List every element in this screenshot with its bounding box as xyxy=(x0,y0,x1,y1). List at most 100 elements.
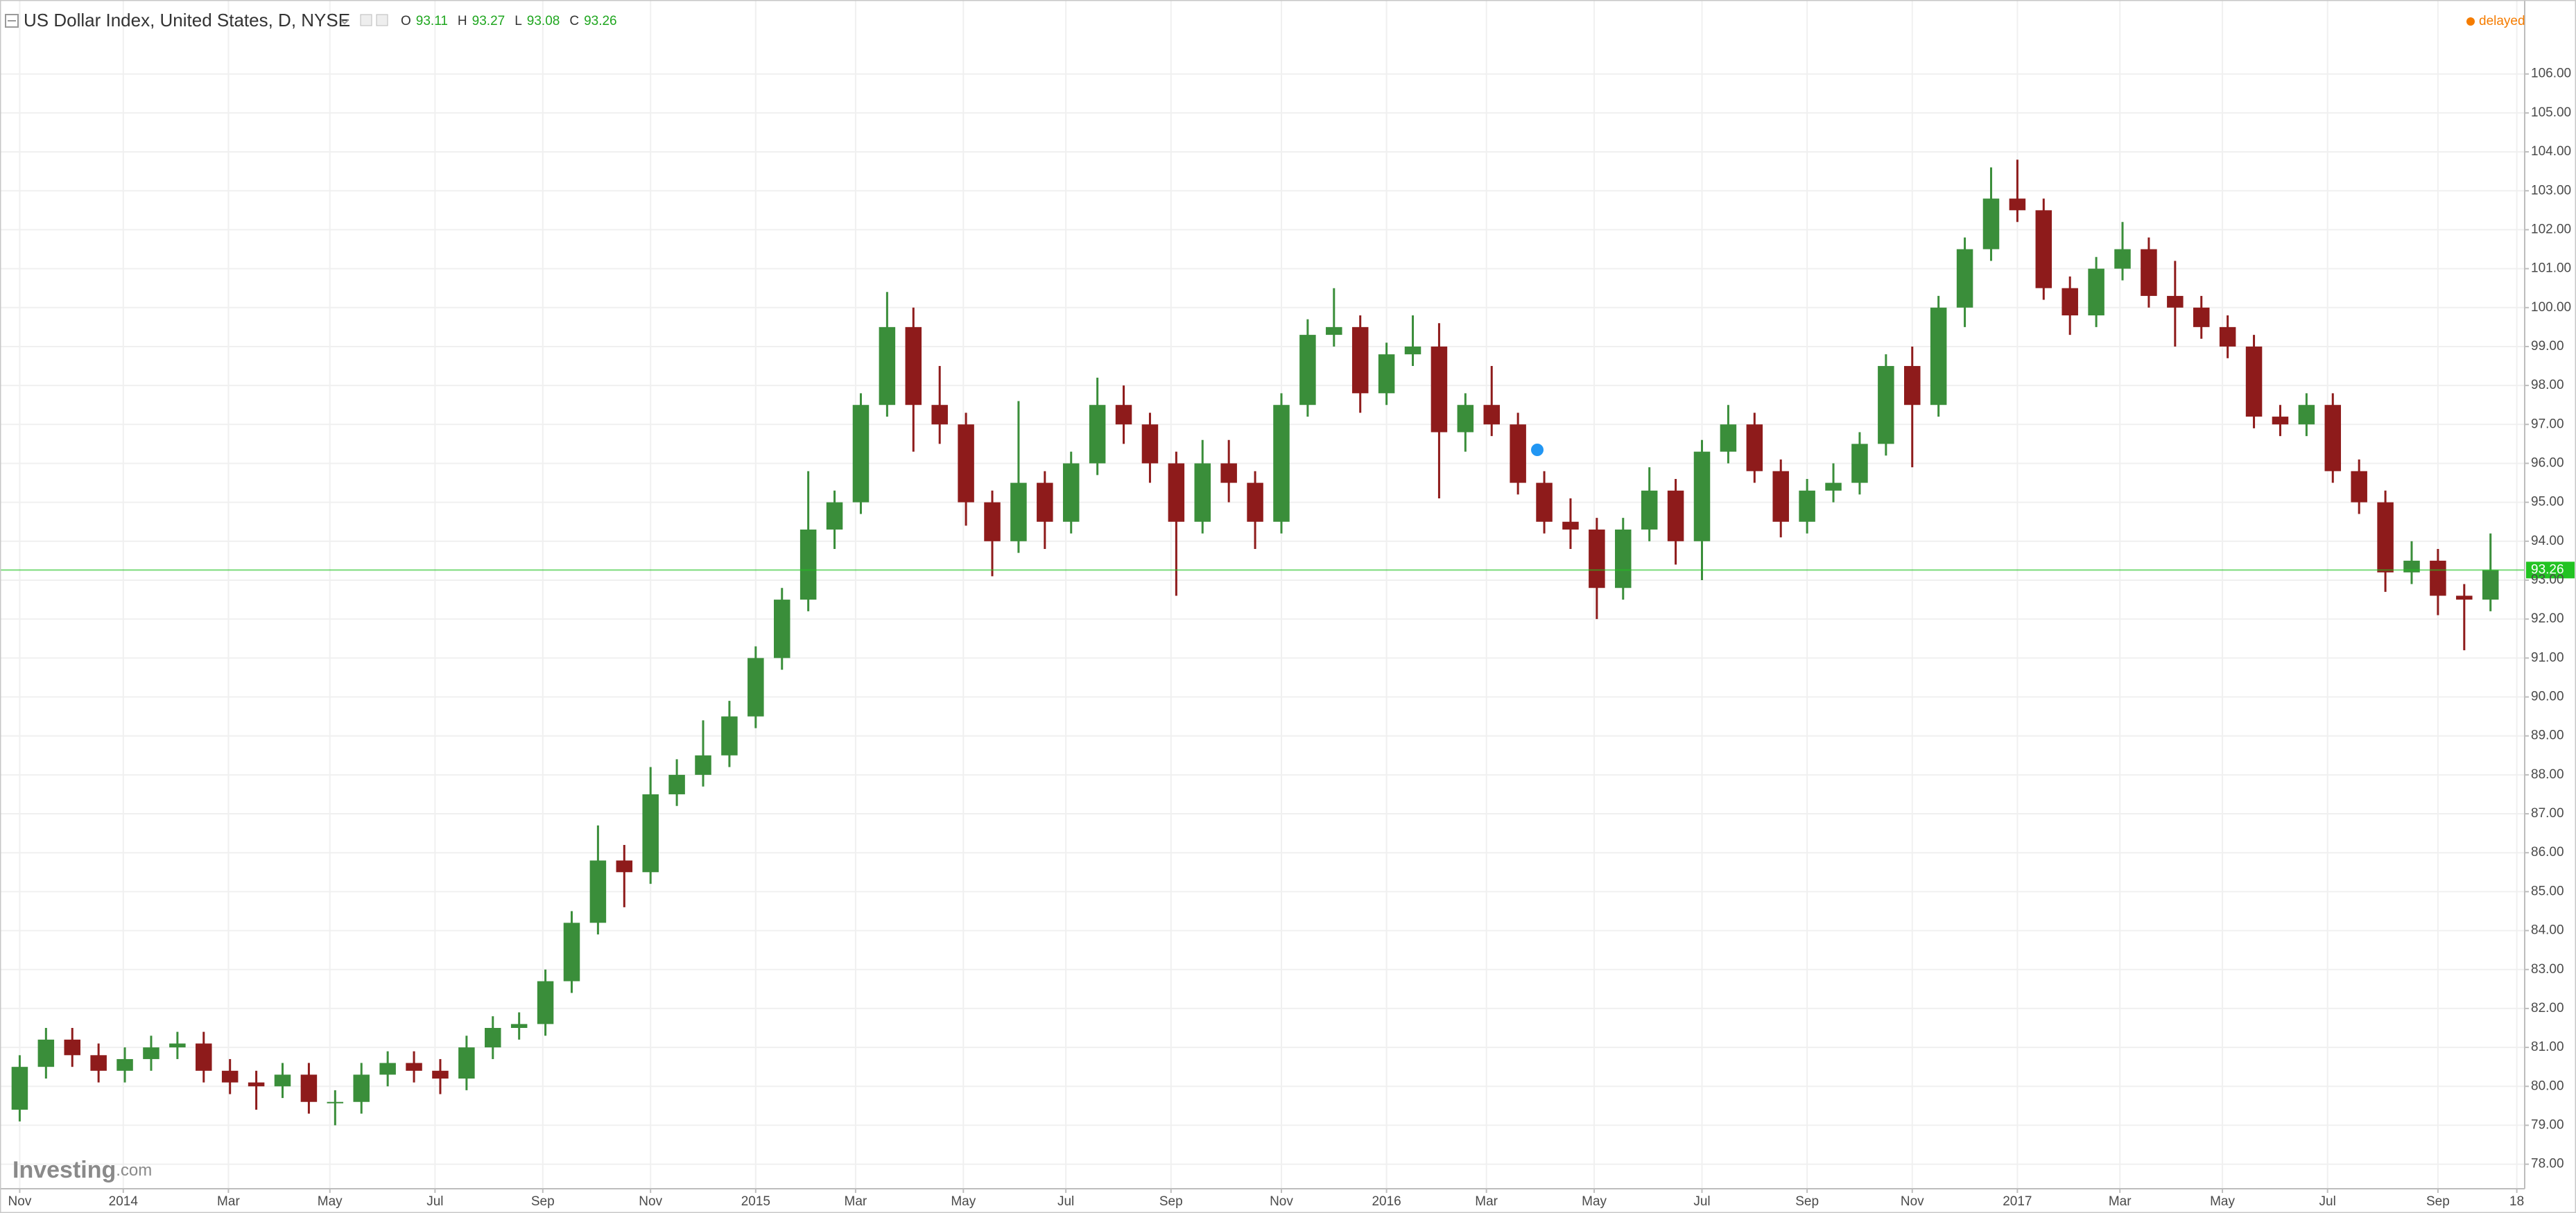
candle-body xyxy=(1720,424,1737,452)
candle-body xyxy=(721,716,738,756)
y-tick-label: 84.00 xyxy=(2531,923,2564,938)
x-tick-label: Jul xyxy=(2319,1194,2336,1209)
candle-body xyxy=(2351,471,2367,503)
watermark: Investing.com xyxy=(12,1157,152,1183)
y-tick-label: 103.00 xyxy=(2531,183,2571,198)
candle-body xyxy=(2088,268,2104,316)
candle-body xyxy=(2061,288,2078,316)
y-tick-label: 90.00 xyxy=(2531,690,2564,704)
candle-body xyxy=(1799,490,1815,522)
y-tick-label: 101.00 xyxy=(2531,261,2571,276)
candle-body xyxy=(353,1074,370,1102)
x-tick-label: Sep xyxy=(1795,1194,1819,1209)
x-tick-label: Mar xyxy=(1475,1194,1498,1209)
candle-body xyxy=(169,1043,186,1048)
y-tick-label: 100.00 xyxy=(2531,300,2571,315)
last-price-label: 93.26 xyxy=(2531,562,2564,577)
status-dot xyxy=(2466,17,2475,26)
candle-body xyxy=(2114,249,2131,269)
y-tick-label: 98.00 xyxy=(2531,378,2564,392)
candle-body xyxy=(1825,482,1842,491)
candle-body xyxy=(2219,326,2236,347)
x-tick-label: Nov xyxy=(1901,1194,1924,1209)
y-tick-label: 91.00 xyxy=(2531,650,2564,665)
watermark-name: Investing xyxy=(12,1157,116,1183)
candle-body xyxy=(1667,490,1684,541)
candle-body xyxy=(1878,366,1894,444)
candle-body xyxy=(1851,444,1868,483)
y-tick-label: 88.00 xyxy=(2531,767,2564,782)
candle-body xyxy=(1982,198,2000,250)
candle-body xyxy=(1772,471,1789,522)
candle-body xyxy=(1693,451,1711,541)
x-tick-label: Nov xyxy=(1270,1194,1293,1209)
y-tick-label: 81.00 xyxy=(2531,1040,2564,1054)
candle-body xyxy=(1746,424,1763,471)
collapse-button[interactable] xyxy=(5,14,19,28)
y-tick-label: 86.00 xyxy=(2531,845,2564,859)
settings-button[interactable] xyxy=(360,14,372,26)
candle-body xyxy=(248,1082,265,1087)
ohlc-key: C xyxy=(569,14,579,28)
x-tick-label: May xyxy=(318,1194,343,1209)
ohlc-legend: O 93.11 H 93.27 L 93.08 C 93.26 xyxy=(401,14,617,28)
y-tick-label: 79.00 xyxy=(2531,1117,2564,1132)
candle-body xyxy=(485,1028,501,1048)
x-tick-label: Nov xyxy=(639,1194,662,1209)
close-button[interactable] xyxy=(376,14,388,26)
x-tick-label: May xyxy=(2210,1194,2235,1209)
candle-body xyxy=(2456,595,2473,600)
x-tick-label: Mar xyxy=(217,1194,240,1209)
ohlc-key: O xyxy=(401,14,411,28)
x-tick-label: 2017 xyxy=(2003,1194,2032,1209)
candle-body xyxy=(1089,405,1106,464)
x-tick-label: Nov xyxy=(8,1194,32,1209)
candle-body xyxy=(2482,570,2499,600)
candle-body xyxy=(695,755,711,775)
candles xyxy=(11,159,2499,1126)
candle-body xyxy=(196,1043,212,1071)
candle-body xyxy=(1326,326,1342,335)
title-dropdown[interactable] xyxy=(340,19,349,25)
y-tick-label: 95.00 xyxy=(2531,495,2564,509)
x-tick-label: Mar xyxy=(845,1194,867,1209)
candle-body xyxy=(432,1070,449,1079)
candle-body xyxy=(2272,417,2289,425)
y-tick-label: 97.00 xyxy=(2531,417,2564,431)
x-tick-label: Jul xyxy=(1057,1194,1074,1209)
y-tick-label: 89.00 xyxy=(2531,728,2564,743)
candle-body xyxy=(274,1074,291,1087)
event-marker[interactable] xyxy=(1530,442,1545,457)
candle-body xyxy=(2193,307,2210,327)
candle-body xyxy=(116,1058,133,1071)
x-tick-label: Sep xyxy=(531,1194,555,1209)
candle-body xyxy=(1010,482,1027,541)
y-tick-label: 82.00 xyxy=(2531,1001,2564,1015)
candle-body xyxy=(221,1070,239,1083)
candle-body xyxy=(1615,529,1632,588)
ohlc-value: 93.26 xyxy=(584,14,617,28)
candle-body xyxy=(379,1063,396,1075)
candle-body xyxy=(826,502,843,530)
candle-body xyxy=(1194,463,1211,522)
candle-body xyxy=(563,923,580,981)
y-tick-label: 83.00 xyxy=(2531,962,2564,977)
candle-body xyxy=(1956,249,1973,308)
last-price-box xyxy=(2526,561,2575,579)
candle-body xyxy=(799,529,817,600)
candle-body xyxy=(852,405,870,503)
candle-body xyxy=(2141,249,2157,296)
candle-body xyxy=(1562,521,1579,530)
y-tick-label: 92.00 xyxy=(2531,611,2564,626)
candle-body xyxy=(1510,424,1526,483)
candle-body xyxy=(668,774,685,794)
candle-body xyxy=(1247,482,1263,522)
y-tick-label: 87.00 xyxy=(2531,806,2564,821)
candle-body xyxy=(1904,366,1921,405)
y-tick-label: 106.00 xyxy=(2531,67,2571,81)
candle-body xyxy=(37,1039,55,1067)
candle-body xyxy=(1299,335,1316,405)
candle-body xyxy=(2377,502,2394,573)
